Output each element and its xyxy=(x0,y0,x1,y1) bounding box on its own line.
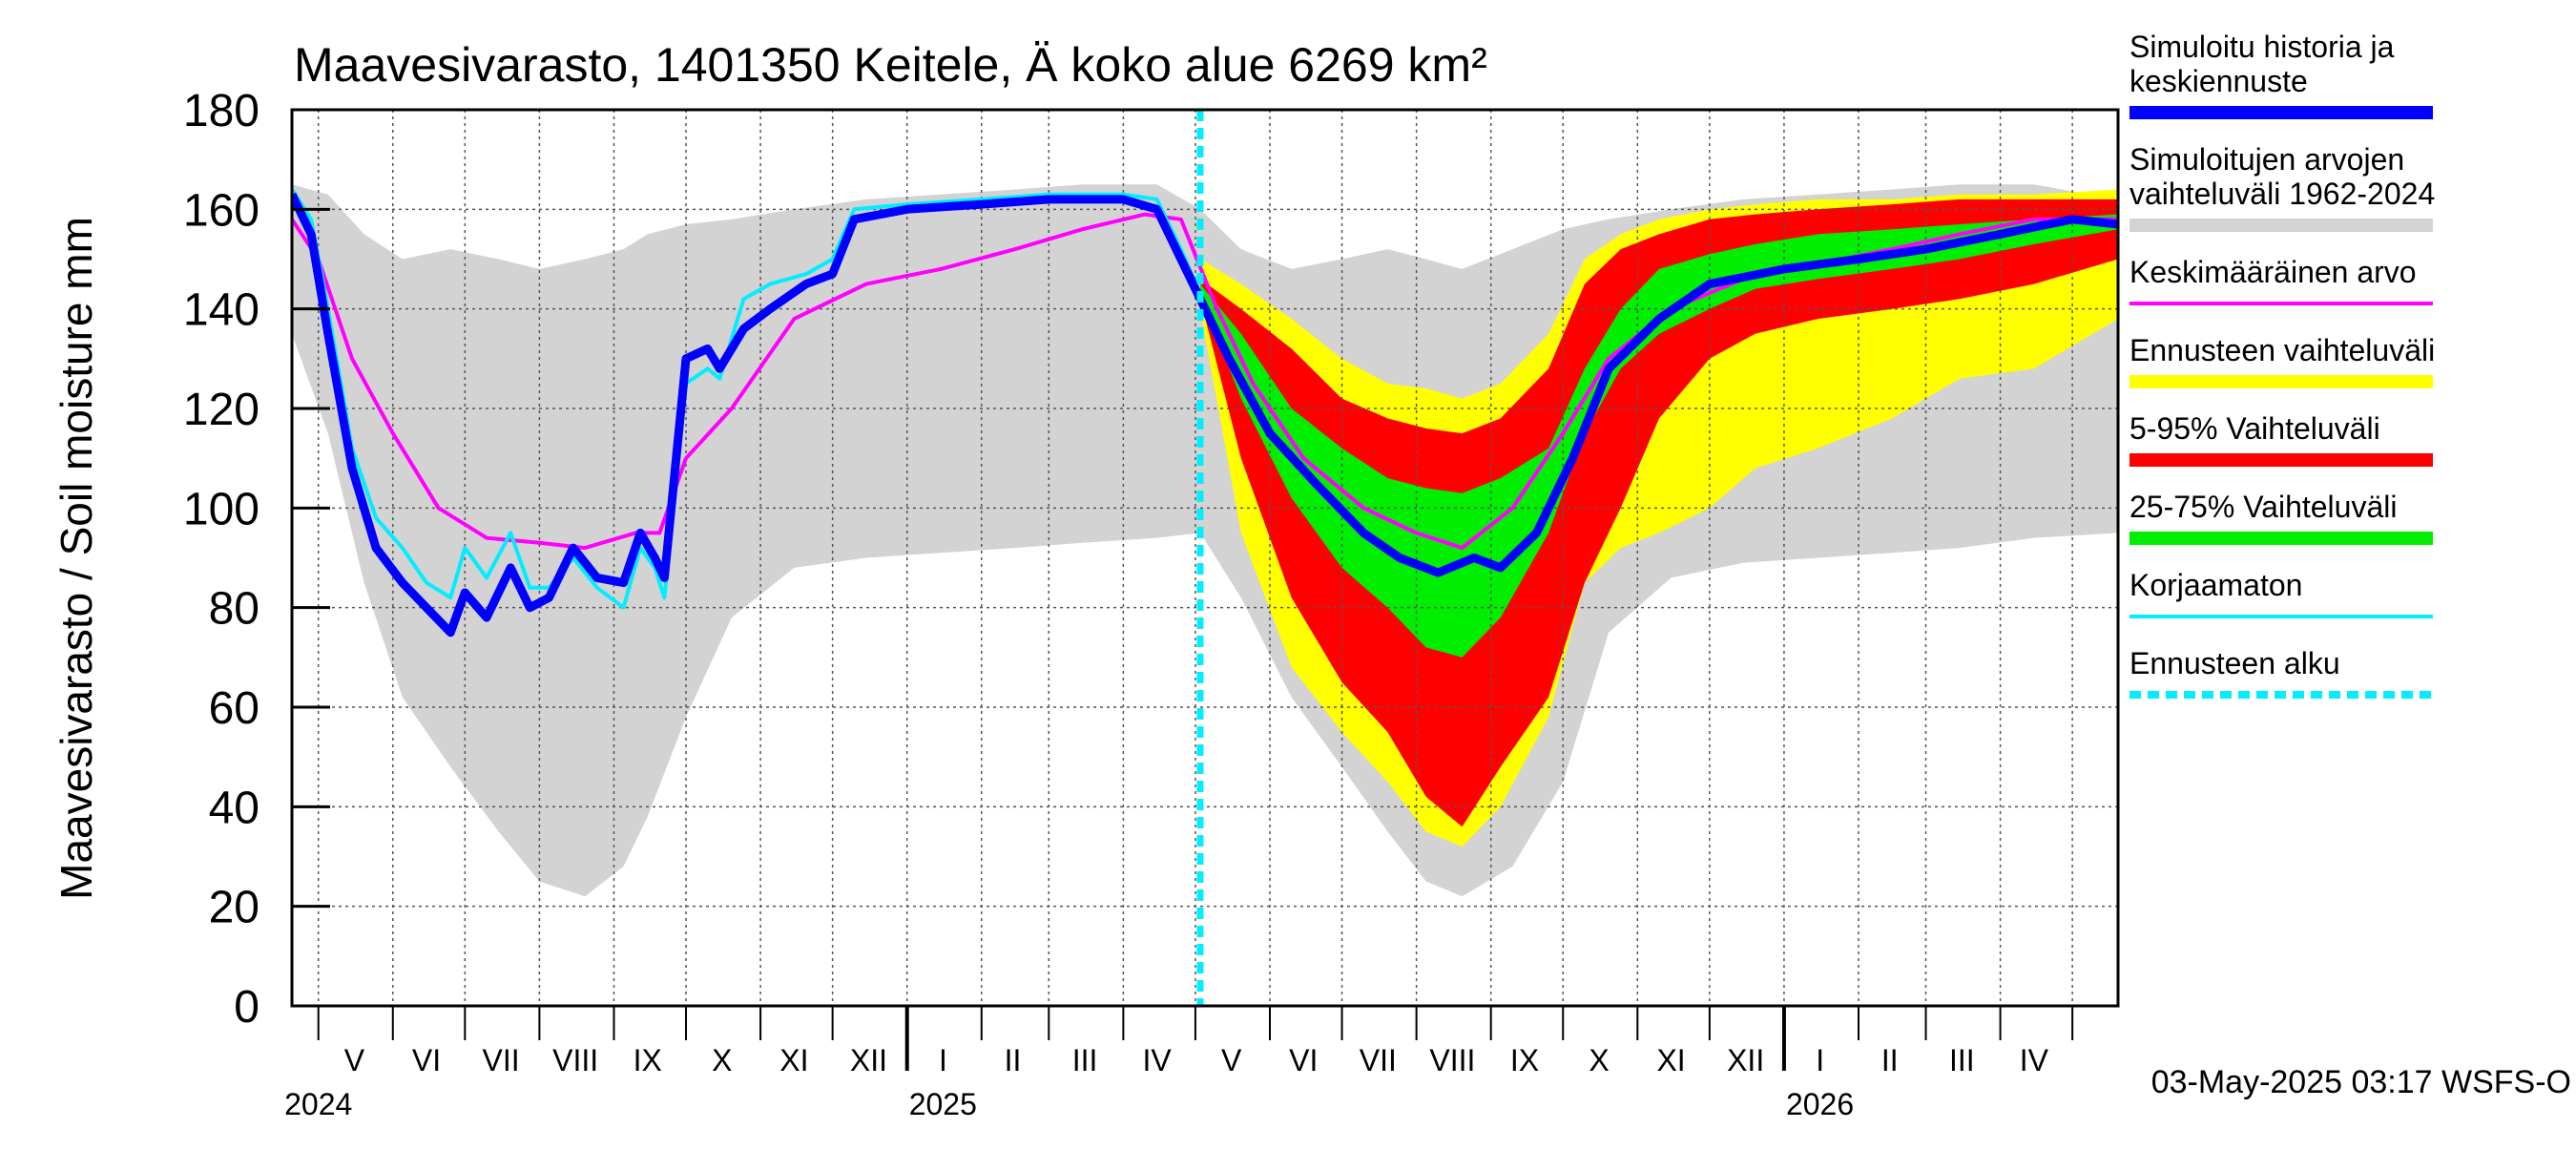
bands-layer xyxy=(292,184,2118,897)
y-tick-label: 0 xyxy=(234,982,260,1033)
series-line-simuloitu-historia-ja-keskiennuste xyxy=(292,192,2118,638)
band-p25-75 xyxy=(1200,214,2118,658)
lines-layer xyxy=(292,188,2118,638)
legend-label: 25-75% Vaihteluväli xyxy=(2129,490,2397,524)
legend-item: 25-75% Vaihteluväli xyxy=(2129,490,2433,545)
month-label: V xyxy=(1221,1043,1242,1077)
legend-label: Ennusteen alku xyxy=(2129,646,2340,680)
month-label: VI xyxy=(412,1043,441,1077)
legend-label: Ennusteen vaihteluväli xyxy=(2129,333,2435,367)
y-tick-label: 120 xyxy=(183,385,260,435)
month-label: VIII xyxy=(1429,1043,1475,1077)
month-label: VI xyxy=(1289,1043,1318,1077)
legend: Simuloitu historia jakeskiennusteSimuloi… xyxy=(2129,30,2435,699)
month-label: IX xyxy=(634,1043,662,1077)
month-label: I xyxy=(939,1043,947,1077)
month-label: I xyxy=(1816,1043,1824,1077)
y-axis-label: Maavesivarasto / Soil moisture mm xyxy=(52,217,101,900)
year-label: 2025 xyxy=(909,1087,977,1121)
year-label: 2024 xyxy=(284,1087,352,1121)
month-label: X xyxy=(1589,1043,1609,1077)
y-tick-label: 160 xyxy=(183,185,260,236)
month-label: VII xyxy=(483,1043,520,1077)
plot-area xyxy=(292,110,2118,1006)
legend-label: Keskimääräinen arvo xyxy=(2129,255,2417,289)
month-label: III xyxy=(1949,1043,1975,1077)
month-label: VIII xyxy=(552,1043,598,1077)
legend-label: Simuloitu historia ja xyxy=(2129,30,2395,64)
legend-label: Simuloitujen arvojen xyxy=(2129,142,2404,177)
month-label: XI xyxy=(1656,1043,1685,1077)
month-label: IX xyxy=(1510,1043,1539,1077)
month-label: XI xyxy=(779,1043,808,1077)
y-tick-label: 140 xyxy=(183,285,260,336)
plot-frame xyxy=(290,108,2120,1008)
month-label: II xyxy=(1005,1043,1022,1077)
x-axis: V VI VII VIII IX X XI XII I II III IV V VI VII VIII IX X X… xyxy=(284,1006,2074,1121)
legend-label: keskiennuste xyxy=(2129,64,2308,98)
band-p5-95 xyxy=(1200,199,2118,827)
month-label: III xyxy=(1072,1043,1098,1077)
y-axis: 0 20 40 60 80 100 120 140 160 180 xyxy=(183,86,330,1033)
legend-label: vaihteluväli 1962-2024 xyxy=(2129,177,2435,211)
month-label: IV xyxy=(2020,1043,2049,1077)
legend-item: Korjaamaton xyxy=(2129,568,2433,618)
y-tick-label: 60 xyxy=(209,683,260,734)
month-label: VII xyxy=(1360,1043,1397,1077)
y-tick-label: 40 xyxy=(209,783,260,833)
y-tick-label: 100 xyxy=(183,484,260,534)
series-line-korjaamaton xyxy=(292,188,1202,610)
legend-label: Korjaamaton xyxy=(2129,568,2302,602)
year-label: 2026 xyxy=(1786,1087,1854,1121)
month-label: X xyxy=(712,1043,732,1077)
legend-item: Ennusteen alku xyxy=(2129,646,2433,699)
y-tick-label: 80 xyxy=(209,584,260,635)
y-tick-label: 180 xyxy=(183,86,260,136)
legend-item: Ennusteen vaihteluväli xyxy=(2129,333,2435,388)
legend-label: 5-95% Vaihteluväli xyxy=(2129,411,2380,446)
month-label: V xyxy=(344,1043,365,1077)
y-tick-label: 20 xyxy=(209,883,260,933)
month-label: II xyxy=(1881,1043,1899,1077)
legend-item: 5-95% Vaihteluväli xyxy=(2129,411,2433,467)
month-label: XII xyxy=(1727,1043,1764,1077)
month-label: XII xyxy=(850,1043,887,1077)
chart-title: Maavesivarasto, 1401350 Keitele, Ä koko … xyxy=(294,38,1487,92)
legend-item: Keskimääräinen arvo xyxy=(2129,255,2433,305)
month-label: IV xyxy=(1143,1043,1173,1077)
timestamp-label: 03-May-2025 03:17 WSFS-O xyxy=(2151,1064,2571,1100)
